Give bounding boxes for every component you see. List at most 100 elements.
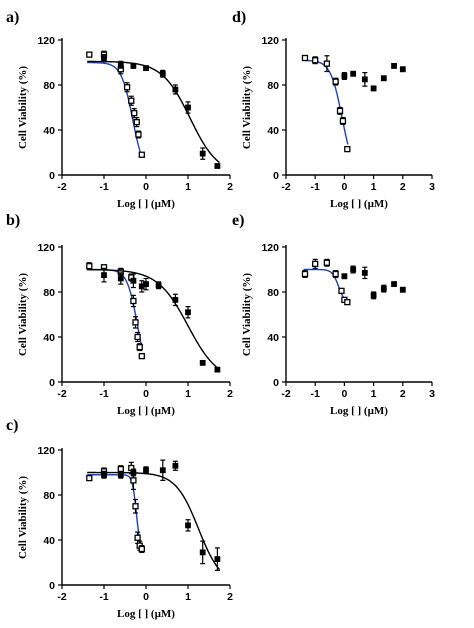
x-axis-title: Log [ ] (µM) (117, 405, 175, 417)
data-point-open (131, 109, 138, 117)
data-point-filled (350, 70, 357, 77)
series-0 (86, 262, 145, 360)
x-tick-label: 2 (227, 591, 233, 603)
data-point-filled (117, 61, 124, 68)
y-tick-label: 40 (267, 332, 279, 344)
panel-label: e) (232, 212, 244, 229)
data-point-filled (185, 522, 191, 529)
fit-curve (87, 60, 220, 164)
data-point-open (134, 534, 141, 541)
data-point-filled (185, 104, 191, 111)
data-point-open (138, 352, 145, 360)
data-point-filled (214, 163, 221, 169)
x-tick-label: -1 (99, 388, 108, 400)
data-point-filled (159, 70, 166, 77)
series-1 (87, 54, 221, 169)
data-point-filled (101, 55, 107, 61)
data-point-open (130, 297, 137, 305)
chart-panel-4: e) 0 40 80 120 -2 -1 0 1 2 3 Log [ ] (µM) Cell Viabi… (232, 212, 435, 417)
data-point-open (138, 545, 145, 553)
data-point-open (323, 60, 331, 67)
data-point-open (312, 57, 319, 64)
data-point-filled (214, 556, 221, 563)
data-point-open (136, 343, 143, 351)
y-tick-label: 80 (43, 80, 55, 92)
x-tick-label: 1 (371, 181, 377, 193)
data-point-filled (172, 296, 179, 303)
x-tick-label: 1 (185, 388, 191, 400)
data-point-filled (159, 467, 166, 474)
x-tick-label: -1 (99, 591, 108, 603)
data-point-filled (399, 286, 406, 293)
data-point-filled (370, 292, 377, 299)
data-point-open (336, 107, 344, 115)
y-tick-label: 40 (43, 535, 55, 547)
x-tick-label: 2 (227, 181, 233, 193)
x-tick-label: 2 (400, 388, 406, 400)
x-tick-label: 0 (143, 181, 149, 193)
data-point-open (138, 151, 145, 158)
chart-panel-2: c) 0 40 80 120 -2 -1 0 1 2 Log [ ] (µM) Cell Viabil… (6, 417, 233, 620)
data-point-open (134, 333, 141, 341)
x-tick-label: 2 (400, 181, 406, 193)
series-0 (301, 258, 351, 306)
x-tick-label: -2 (57, 388, 66, 400)
y-tick-label: 0 (49, 170, 55, 182)
data-point-open (132, 319, 139, 326)
data-point-open (123, 84, 131, 91)
data-point-filled (361, 269, 368, 276)
chart-panel-0: a) 0 40 80 120 -2 -1 0 1 2 Log [ ] (µM) Cell Viabil… (6, 9, 233, 210)
x-tick-label: -1 (99, 181, 108, 193)
y-tick-label: 120 (261, 242, 279, 254)
data-point-filled (130, 62, 137, 69)
data-point-filled (130, 469, 137, 476)
data-point-open (86, 474, 93, 482)
data-point-filled (143, 65, 149, 72)
y-tick-label: 40 (43, 125, 55, 137)
y-tick-label: 120 (261, 35, 279, 47)
data-point-open (301, 270, 309, 278)
chart-panel-1: b) 0 40 80 120 -2 -1 0 1 2 Log [ ] (µM) Cell Viabil… (6, 212, 233, 417)
data-point-filled (214, 366, 221, 373)
x-tick-label: 1 (371, 388, 377, 400)
y-tick-label: 120 (37, 35, 55, 47)
data-point-open (132, 503, 139, 510)
data-point-filled (101, 272, 107, 279)
data-point-open (339, 117, 347, 125)
data-point-open (86, 262, 93, 270)
data-point-filled (117, 275, 124, 282)
x-tick-label: 0 (143, 591, 149, 603)
y-axis-title: Cell Viability (%) (17, 476, 29, 559)
x-tick-label: 2 (227, 388, 233, 400)
x-tick-label: -2 (57, 181, 66, 193)
y-tick-label: 0 (49, 377, 55, 389)
data-point-filled (185, 309, 191, 316)
y-axis-title: Cell Viability (%) (241, 66, 253, 149)
data-point-filled (391, 62, 397, 69)
y-tick-label: 80 (267, 287, 279, 299)
data-point-open (332, 78, 339, 85)
data-point-filled (143, 467, 149, 474)
x-tick-label: 3 (429, 388, 435, 400)
x-tick-label: -1 (311, 388, 320, 400)
panel-label: c) (6, 417, 18, 434)
y-tick-label: 80 (43, 287, 55, 299)
data-point-open (332, 270, 339, 278)
data-point-filled (341, 73, 348, 79)
panel-label: b) (6, 212, 20, 229)
data-point-filled (380, 285, 387, 292)
series-1 (341, 62, 406, 92)
x-tick-label: -1 (311, 181, 320, 193)
fit-curve (87, 471, 221, 571)
data-point-filled (199, 549, 206, 556)
fit-curve (87, 268, 220, 370)
data-point-open (323, 259, 331, 266)
data-point-filled (172, 86, 179, 93)
series-1 (341, 265, 406, 300)
data-point-open (86, 51, 93, 58)
data-point-open (344, 298, 351, 306)
y-tick-label: 0 (49, 580, 55, 592)
data-point-filled (380, 75, 387, 82)
data-point-open (312, 260, 319, 268)
y-tick-label: 120 (37, 445, 55, 457)
